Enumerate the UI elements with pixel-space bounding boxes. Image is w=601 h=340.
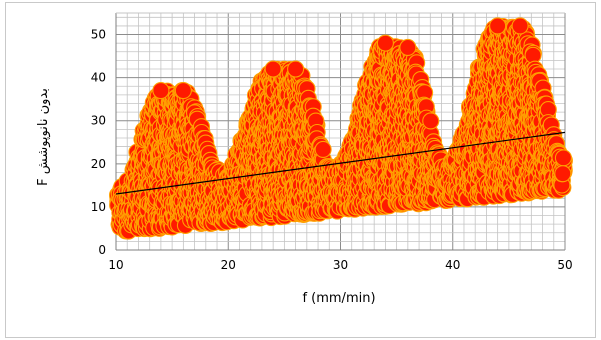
y-tick-label: 40 — [91, 71, 106, 85]
peak-point — [264, 60, 282, 78]
y-tick-labels: 0 10 20 30 40 50 — [91, 28, 106, 257]
y-tick-label: 20 — [91, 157, 106, 171]
x-tick-labels: 10 20 30 40 50 — [108, 258, 572, 272]
peak-point — [489, 17, 507, 35]
data-point — [422, 112, 440, 130]
y-tick-label: 50 — [91, 28, 106, 42]
x-axis-label: f (mm/min) — [302, 291, 375, 306]
data-point — [554, 149, 572, 167]
x-tick-label: 40 — [445, 258, 460, 272]
axes — [115, 12, 566, 251]
y-axis-label: F بدون نانوپوشش — [36, 88, 51, 186]
peak-point — [287, 60, 305, 78]
data-point — [314, 140, 332, 159]
peak-point — [152, 82, 170, 100]
data-points — [109, 17, 573, 240]
data-point — [554, 165, 572, 183]
x-tick-label: 30 — [333, 258, 348, 272]
peak-point — [376, 34, 394, 52]
peak-point — [399, 38, 417, 57]
x-tick-label: 10 — [108, 258, 123, 272]
peak-point — [511, 17, 529, 35]
peak-point — [174, 82, 192, 100]
y-tick-label: 0 — [98, 243, 106, 257]
x-tick-label: 50 — [557, 258, 572, 272]
y-tick-label: 30 — [91, 114, 106, 128]
x-tick-label: 20 — [221, 258, 236, 272]
y-tick-label: 10 — [91, 200, 106, 214]
